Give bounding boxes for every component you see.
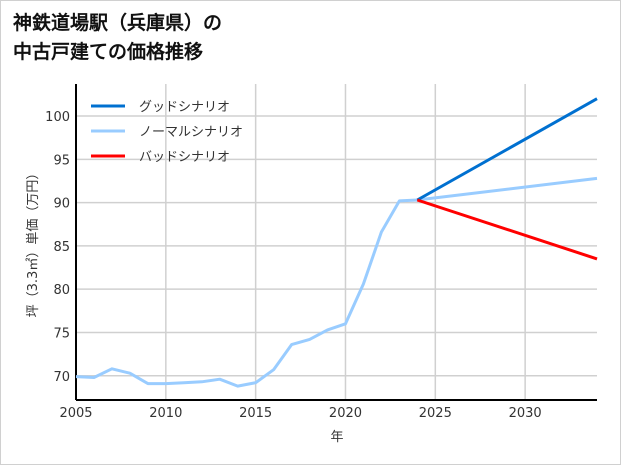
x-tick-label: 2020 <box>329 406 362 421</box>
chart-title-line-2: 中古戸建ての価格推移 <box>13 41 204 63</box>
chart-title: 神鉄道場駅（兵庫県）の 中古戸建ての価格推移 <box>13 9 222 67</box>
legend-label: バッドシナリオ <box>139 150 230 165</box>
x-tick-label: 2005 <box>59 406 92 421</box>
x-tick-label: 2015 <box>239 406 272 421</box>
legend-label: ノーマルシナリオ <box>139 125 243 140</box>
series-line <box>416 198 598 261</box>
x-tick-label: 2010 <box>149 406 182 421</box>
y-tick-label: 95 <box>53 153 70 168</box>
y-tick-label: 90 <box>53 197 70 212</box>
legend-label: グッドシナリオ <box>139 100 230 115</box>
series-line <box>416 97 598 202</box>
y-tick-label: 85 <box>53 240 70 255</box>
x-axis-label: 年 <box>330 430 343 445</box>
y-tick-label: 80 <box>53 283 70 298</box>
x-tick-label: 2030 <box>509 406 542 421</box>
series-line <box>75 176 598 388</box>
y-tick-label: 70 <box>53 370 70 385</box>
y-axis-label: 坪（3.3㎡）単価（万円） <box>25 167 41 318</box>
chart-title-line-1: 神鉄道場駅（兵庫県）の <box>13 12 223 34</box>
x-tick-label: 2025 <box>419 406 452 421</box>
y-tick-label: 75 <box>53 326 70 341</box>
y-tick-label: 100 <box>45 110 70 125</box>
